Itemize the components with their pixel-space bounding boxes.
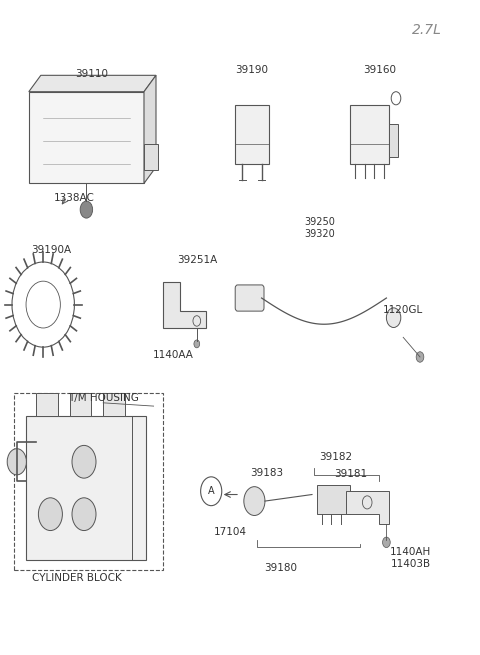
Bar	[14, 393, 163, 570]
Circle shape	[72, 498, 96, 531]
Bar	[26, 416, 146, 560]
Text: 39251A: 39251A	[178, 255, 218, 265]
Polygon shape	[144, 75, 156, 183]
Circle shape	[383, 537, 390, 548]
Text: 39181: 39181	[334, 470, 367, 479]
Text: 1338AC: 1338AC	[54, 193, 95, 203]
Text: 39180: 39180	[264, 563, 297, 573]
Polygon shape	[163, 282, 206, 328]
Bar	[70, 393, 91, 416]
Polygon shape	[29, 92, 144, 183]
Polygon shape	[389, 124, 398, 157]
Circle shape	[80, 201, 93, 218]
Circle shape	[244, 487, 265, 515]
Text: 39182: 39182	[319, 452, 353, 462]
Polygon shape	[29, 75, 156, 92]
Text: 39190: 39190	[236, 66, 268, 75]
Polygon shape	[144, 144, 158, 170]
Bar	[103, 393, 125, 416]
Text: 1140AA: 1140AA	[152, 350, 193, 360]
Circle shape	[38, 498, 62, 531]
Circle shape	[386, 308, 401, 328]
Text: A: A	[208, 486, 215, 496]
Circle shape	[416, 352, 424, 362]
Circle shape	[72, 445, 96, 478]
Polygon shape	[350, 105, 389, 164]
FancyBboxPatch shape	[235, 285, 264, 311]
Text: 39160: 39160	[363, 66, 396, 75]
Circle shape	[194, 340, 200, 348]
Bar	[317, 485, 350, 514]
Text: 17104: 17104	[214, 527, 247, 537]
Text: 39183: 39183	[250, 468, 283, 478]
Text: T/M HOUSING: T/M HOUSING	[68, 393, 139, 403]
Polygon shape	[235, 105, 269, 164]
Text: 2.7L: 2.7L	[412, 23, 442, 37]
Text: 1120GL: 1120GL	[383, 305, 423, 314]
Text: 39110: 39110	[75, 69, 108, 79]
Bar	[36, 393, 58, 416]
Text: 39190A: 39190A	[31, 246, 72, 255]
Text: 1140AH
11403B: 1140AH 11403B	[390, 547, 431, 569]
Polygon shape	[346, 491, 389, 524]
Text: 39250
39320: 39250 39320	[305, 217, 336, 239]
Text: CYLINDER BLOCK: CYLINDER BLOCK	[32, 573, 121, 583]
Circle shape	[7, 449, 26, 475]
